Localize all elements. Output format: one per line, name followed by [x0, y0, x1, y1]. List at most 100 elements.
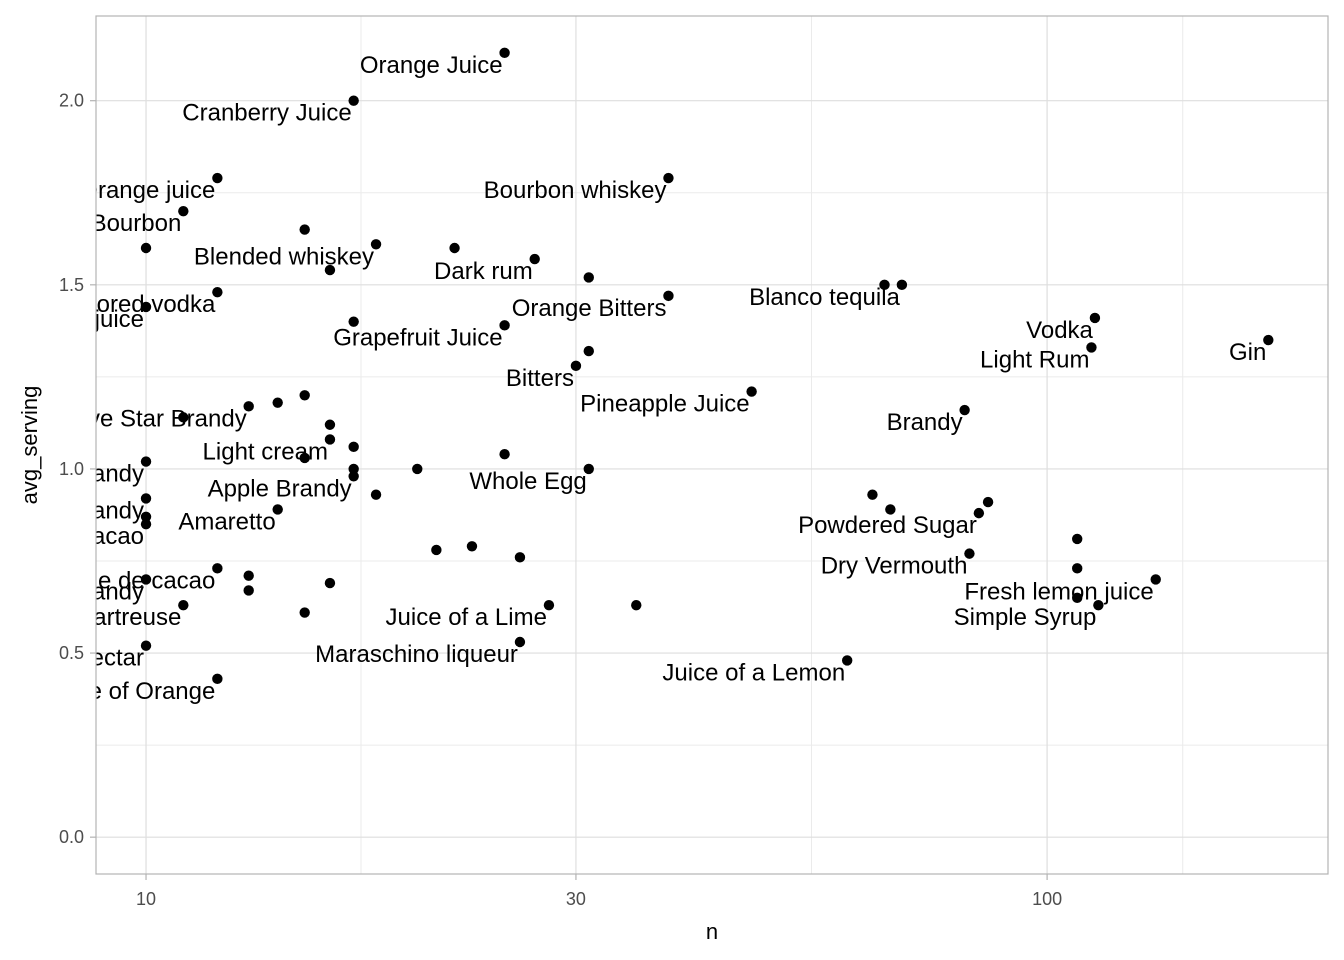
y-tick-label: 1.0 [59, 459, 84, 479]
point-label: Orange Juice [360, 52, 503, 79]
data-point [178, 412, 189, 423]
point-label: Dark rum [434, 258, 533, 285]
data-point [324, 434, 336, 445]
point-label: Yellow Chartreuse [0, 604, 181, 631]
data-point [1072, 592, 1083, 604]
data-point [1086, 342, 1097, 353]
data-point [140, 493, 152, 504]
data-point [514, 552, 526, 563]
data-point [499, 320, 510, 331]
data-point [982, 496, 994, 508]
data-point [583, 463, 594, 475]
y-tick-label: 0.0 [59, 827, 84, 847]
data-point [243, 570, 254, 581]
point-label: Apricot-Flavored Brandy [0, 578, 144, 605]
data-point [449, 242, 460, 254]
data-point [663, 290, 674, 302]
x-axis-title: n [706, 919, 718, 944]
x-tick-label: 10 [136, 889, 156, 909]
plot-border [95, 15, 1329, 875]
data-point [959, 404, 970, 416]
point-label: Simple Syrup [954, 604, 1097, 631]
data-point [324, 577, 336, 589]
data-point [348, 463, 359, 475]
point-label: White creme de cacao [0, 567, 215, 594]
data-point [885, 504, 896, 515]
data-point [466, 541, 478, 552]
point-label: Light cream [203, 438, 328, 465]
data-point [499, 47, 510, 59]
data-point [543, 599, 555, 611]
point-label: Orange Bitters [512, 295, 667, 322]
data-point [431, 544, 442, 556]
data-point [348, 316, 359, 327]
data-point [324, 264, 336, 276]
data-point [140, 518, 152, 530]
y-axis-ticks: 0.0 0.5 1.0 1.5 2.0 [59, 91, 96, 847]
point-label: Fresh lemon juice [964, 578, 1153, 605]
data-point [499, 449, 510, 460]
data-point [140, 301, 152, 313]
point-label: Blanco tequila [749, 284, 900, 311]
data-point [140, 574, 152, 585]
data-point [299, 390, 310, 401]
point-label: Juice of a Lime [386, 604, 547, 631]
minor-gridlines [96, 16, 1328, 874]
x-tick-label: 100 [1032, 889, 1062, 909]
point-label: Bourbon whiskey [484, 177, 667, 204]
point-label: Apricot Nectar [0, 645, 144, 672]
data-point [178, 205, 189, 217]
point-label: Bitters [506, 365, 574, 392]
point-label: Juice of Orange [46, 678, 215, 705]
data-point [212, 673, 223, 685]
data-point [1089, 312, 1101, 324]
data-point [879, 279, 890, 291]
data-point [272, 397, 283, 408]
point-label: Whole Egg [469, 468, 586, 495]
data-point [299, 607, 310, 618]
data-point [348, 441, 359, 453]
point-label: Vodka [1026, 317, 1093, 344]
data-point [973, 507, 985, 519]
data-point [212, 286, 223, 298]
point-label: Dry Vermouth [821, 553, 968, 580]
y-tick-label: 1.5 [59, 275, 84, 295]
data-point [212, 172, 223, 184]
point-label: Grapefruit juice [0, 306, 144, 333]
data-point [867, 489, 878, 500]
point-label: Cherry flavored brandy [0, 461, 144, 488]
point-label: Juice of a Lemon [662, 659, 845, 686]
y-axis-title: avg_serving [17, 386, 42, 505]
y-tick-label: 0.5 [59, 643, 84, 663]
point-label: Five Star Brandy [68, 405, 247, 432]
point-label: Bourbon [91, 210, 182, 237]
data-point [1093, 599, 1104, 611]
point-label: Light Rum [980, 346, 1089, 373]
point-label: Creme de cacao [0, 523, 144, 550]
data-point [514, 636, 526, 648]
point-label: Citrus-flavored vodka [0, 291, 216, 318]
data-point [299, 224, 310, 235]
data-points [140, 47, 1274, 685]
data-point [140, 511, 152, 523]
data-point [964, 548, 975, 559]
data-point [348, 95, 359, 106]
data-point [370, 239, 382, 250]
data-point [663, 172, 674, 184]
data-point [746, 386, 757, 397]
data-point [1072, 563, 1083, 574]
data-point [348, 471, 359, 482]
point-label: Gin [1229, 339, 1266, 366]
data-point [140, 242, 152, 254]
data-point [140, 640, 152, 651]
point-label: Amaretto [178, 508, 275, 535]
point-label: Powdered Sugar [798, 512, 977, 539]
data-point [529, 253, 540, 265]
point-label: Maraschino liqueur [315, 641, 518, 668]
data-point [1150, 574, 1161, 585]
data-point [1072, 533, 1083, 545]
point-label: Grapefruit Juice [333, 324, 502, 351]
point-label: Cranberry Juice [182, 100, 351, 127]
data-point [370, 489, 382, 500]
